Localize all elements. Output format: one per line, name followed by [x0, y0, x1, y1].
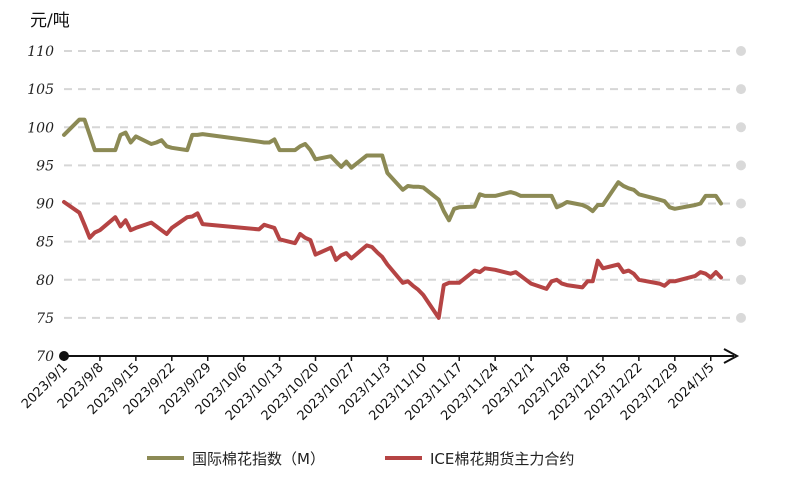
y-tick-label: 100: [27, 120, 54, 136]
y-tick-label: 70: [36, 349, 54, 365]
grid-end-dot: [736, 84, 746, 95]
y-tick-label: 75: [36, 311, 54, 327]
x-axis: [59, 348, 740, 364]
series-line-2: [62, 200, 723, 320]
x-axis-ticks: 2023/9/12023/9/82023/9/152023/9/222023/9…: [19, 356, 718, 424]
grid-end-dot: [736, 312, 746, 323]
y-tick-label: 95: [36, 158, 54, 174]
legend: 国际棉花指数（M） ICE棉花期货主力合约: [147, 450, 574, 468]
x-axis-arrow: [723, 348, 740, 364]
y-axis-unit-label: 元/吨: [30, 11, 70, 31]
grid-end-dot: [736, 160, 746, 171]
y-axis-ticks: 70 75 80 85 90 95 100 105 110: [27, 44, 54, 365]
y-tick-label: 105: [27, 82, 54, 98]
legend-label-2: ICE棉花期货主力合约: [430, 450, 574, 468]
y-tick-label: 90: [36, 197, 54, 213]
grid-end-dot: [736, 46, 746, 56]
series-line-1: [62, 117, 723, 223]
legend-label-1: 国际棉花指数（M）: [192, 450, 325, 468]
grid-end-dot: [736, 198, 746, 209]
series-lines: [62, 117, 723, 320]
y-tick-label: 110: [27, 44, 54, 60]
y-tick-label: 85: [36, 235, 54, 251]
y-tick-label: 80: [36, 273, 54, 289]
grid-lines: [64, 46, 746, 323]
grid-end-dot: [736, 274, 746, 285]
grid-end-dot: [736, 236, 746, 247]
grid-end-dot: [736, 122, 746, 133]
